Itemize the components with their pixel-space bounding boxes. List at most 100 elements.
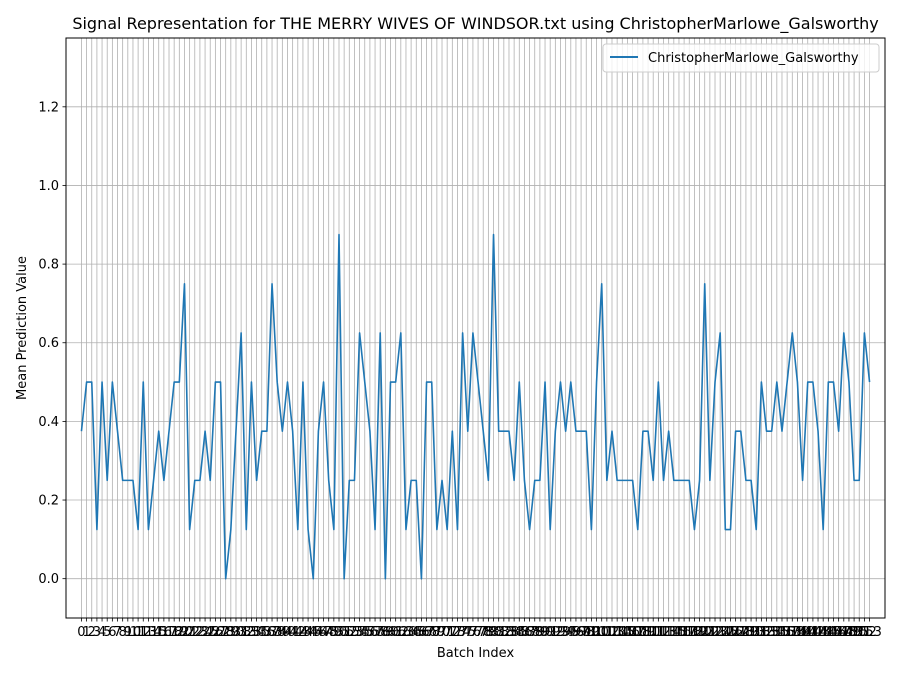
x-tick-label: 125 <box>713 625 738 640</box>
x-tick-label: 152 <box>852 625 877 640</box>
x-tick-label: 144 <box>811 625 836 640</box>
x-tick-label: 112 <box>646 625 671 640</box>
x-tick-label: 23 <box>192 625 209 640</box>
x-tick-label: 104 <box>605 625 630 640</box>
x-tick-label: 35 <box>253 625 270 640</box>
plot-frame <box>65 37 886 619</box>
x-tick-label: 24 <box>197 625 214 640</box>
x-tick-label: 76 <box>465 625 482 640</box>
x-tick-label: 113 <box>651 625 676 640</box>
y-tick-label: 0.0 <box>38 572 59 587</box>
x-tick-label: 57 <box>367 625 384 640</box>
x-axis-ticks: 0123456789101112131415161718192021222324… <box>77 618 882 640</box>
x-tick-label: 27 <box>212 625 229 640</box>
x-tick-label: 46 <box>310 625 327 640</box>
x-tick-label: 54 <box>351 625 368 640</box>
x-tick-label: 30 <box>228 625 245 640</box>
x-tick-label: 65 <box>408 625 425 640</box>
x-tick-label: 94 <box>557 625 574 640</box>
x-tick-label: 133 <box>754 625 779 640</box>
x-tick-label: 47 <box>315 625 332 640</box>
x-tick-label: 131 <box>744 625 769 640</box>
x-tick-label: 116 <box>667 625 692 640</box>
x-tick-label: 95 <box>563 625 580 640</box>
x-tick-label: 10 <box>125 625 142 640</box>
x-tick-label: 135 <box>764 625 789 640</box>
x-tick-label: 16 <box>156 625 173 640</box>
x-tick-label: 50 <box>331 625 348 640</box>
x-tick-label: 68 <box>423 625 440 640</box>
x-tick-label: 83 <box>501 625 518 640</box>
x-tick-label: 41 <box>284 625 301 640</box>
x-tick-label: 64 <box>403 625 420 640</box>
x-tick-label: 140 <box>790 625 815 640</box>
x-tick-label: 58 <box>372 625 389 640</box>
x-tick-label: 1 <box>82 625 90 640</box>
y-tick-label: 0.6 <box>38 336 59 351</box>
x-tick-label: 49 <box>326 625 343 640</box>
x-tick-label: 15 <box>150 625 167 640</box>
x-tick-label: 5 <box>103 625 111 640</box>
x-tick-label: 121 <box>692 625 717 640</box>
x-tick-label: 134 <box>759 625 784 640</box>
x-tick-label: 29 <box>223 625 240 640</box>
x-tick-label: 17 <box>161 625 178 640</box>
x-tick-label: 78 <box>475 625 492 640</box>
y-tick-label: 0.4 <box>38 415 59 430</box>
x-tick-label: 115 <box>661 625 686 640</box>
x-tick-label: 82 <box>496 625 513 640</box>
x-tick-label: 153 <box>857 625 882 640</box>
x-tick-label: 63 <box>398 625 415 640</box>
x-tick-label: 2 <box>88 625 96 640</box>
x-tick-label: 84 <box>506 625 523 640</box>
x-tick-label: 146 <box>821 625 846 640</box>
x-tick-label: 151 <box>847 625 872 640</box>
x-tick-label: 72 <box>444 625 461 640</box>
x-tick-label: 37 <box>264 625 281 640</box>
x-tick-label: 86 <box>516 625 533 640</box>
x-tick-label: 126 <box>718 625 743 640</box>
x-tick-label: 117 <box>672 625 697 640</box>
x-tick-label: 32 <box>238 625 255 640</box>
x-tick-label: 145 <box>816 625 841 640</box>
x-tick-label: 137 <box>775 625 800 640</box>
x-tick-label: 107 <box>620 625 645 640</box>
x-tick-label: 88 <box>526 625 543 640</box>
x-tick-label: 19 <box>171 625 188 640</box>
x-tick-label: 34 <box>248 625 265 640</box>
x-tick-label: 149 <box>837 625 862 640</box>
x-tick-label: 40 <box>279 625 296 640</box>
x-tick-label: 12 <box>135 625 152 640</box>
x-tick-label: 74 <box>454 625 471 640</box>
x-tick-label: 7 <box>113 625 121 640</box>
x-tick-label: 28 <box>217 625 234 640</box>
x-tick-label: 66 <box>413 625 430 640</box>
legend: ChristopherMarlowe_Galsworthy <box>602 43 880 73</box>
x-tick-label: 132 <box>749 625 774 640</box>
x-gridlines <box>81 38 870 618</box>
x-tick-label: 120 <box>687 625 712 640</box>
x-tick-label: 99 <box>583 625 600 640</box>
x-tick-label: 77 <box>470 625 487 640</box>
y-gridlines <box>66 106 885 580</box>
x-tick-label: 18 <box>166 625 183 640</box>
x-tick-label: 85 <box>511 625 528 640</box>
x-tick-label: 103 <box>600 625 625 640</box>
x-tick-label: 48 <box>320 625 337 640</box>
x-tick-label: 138 <box>780 625 805 640</box>
y-tick-label: 1.2 <box>38 100 59 115</box>
x-tick-label: 52 <box>341 625 358 640</box>
x-tick-label: 136 <box>770 625 795 640</box>
x-tick-label: 8 <box>119 625 127 640</box>
x-tick-label: 80 <box>485 625 502 640</box>
x-tick-label: 123 <box>703 625 728 640</box>
x-tick-label: 6 <box>108 625 116 640</box>
x-tick-label: 62 <box>393 625 410 640</box>
x-tick-label: 43 <box>295 625 312 640</box>
x-tick-label: 22 <box>187 625 204 640</box>
x-tick-label: 21 <box>181 625 198 640</box>
x-tick-label: 128 <box>728 625 753 640</box>
x-tick-label: 143 <box>806 625 831 640</box>
x-tick-label: 127 <box>723 625 748 640</box>
